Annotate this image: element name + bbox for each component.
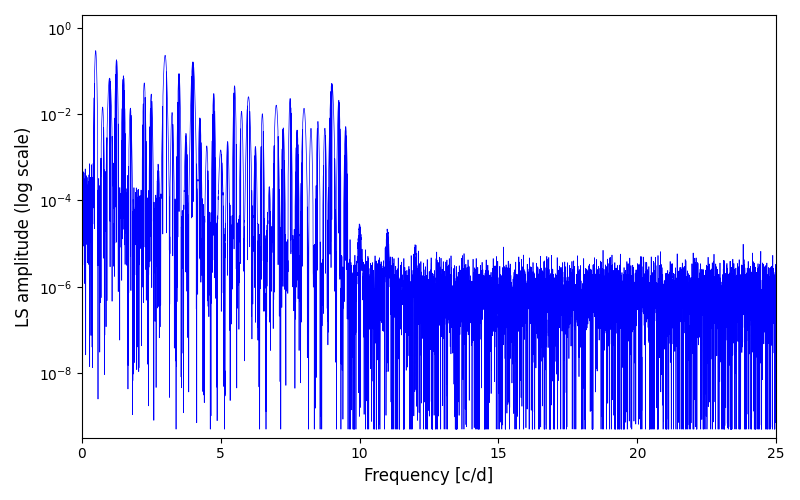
Y-axis label: LS amplitude (log scale): LS amplitude (log scale) (15, 126, 33, 326)
X-axis label: Frequency [c/d]: Frequency [c/d] (364, 467, 494, 485)
